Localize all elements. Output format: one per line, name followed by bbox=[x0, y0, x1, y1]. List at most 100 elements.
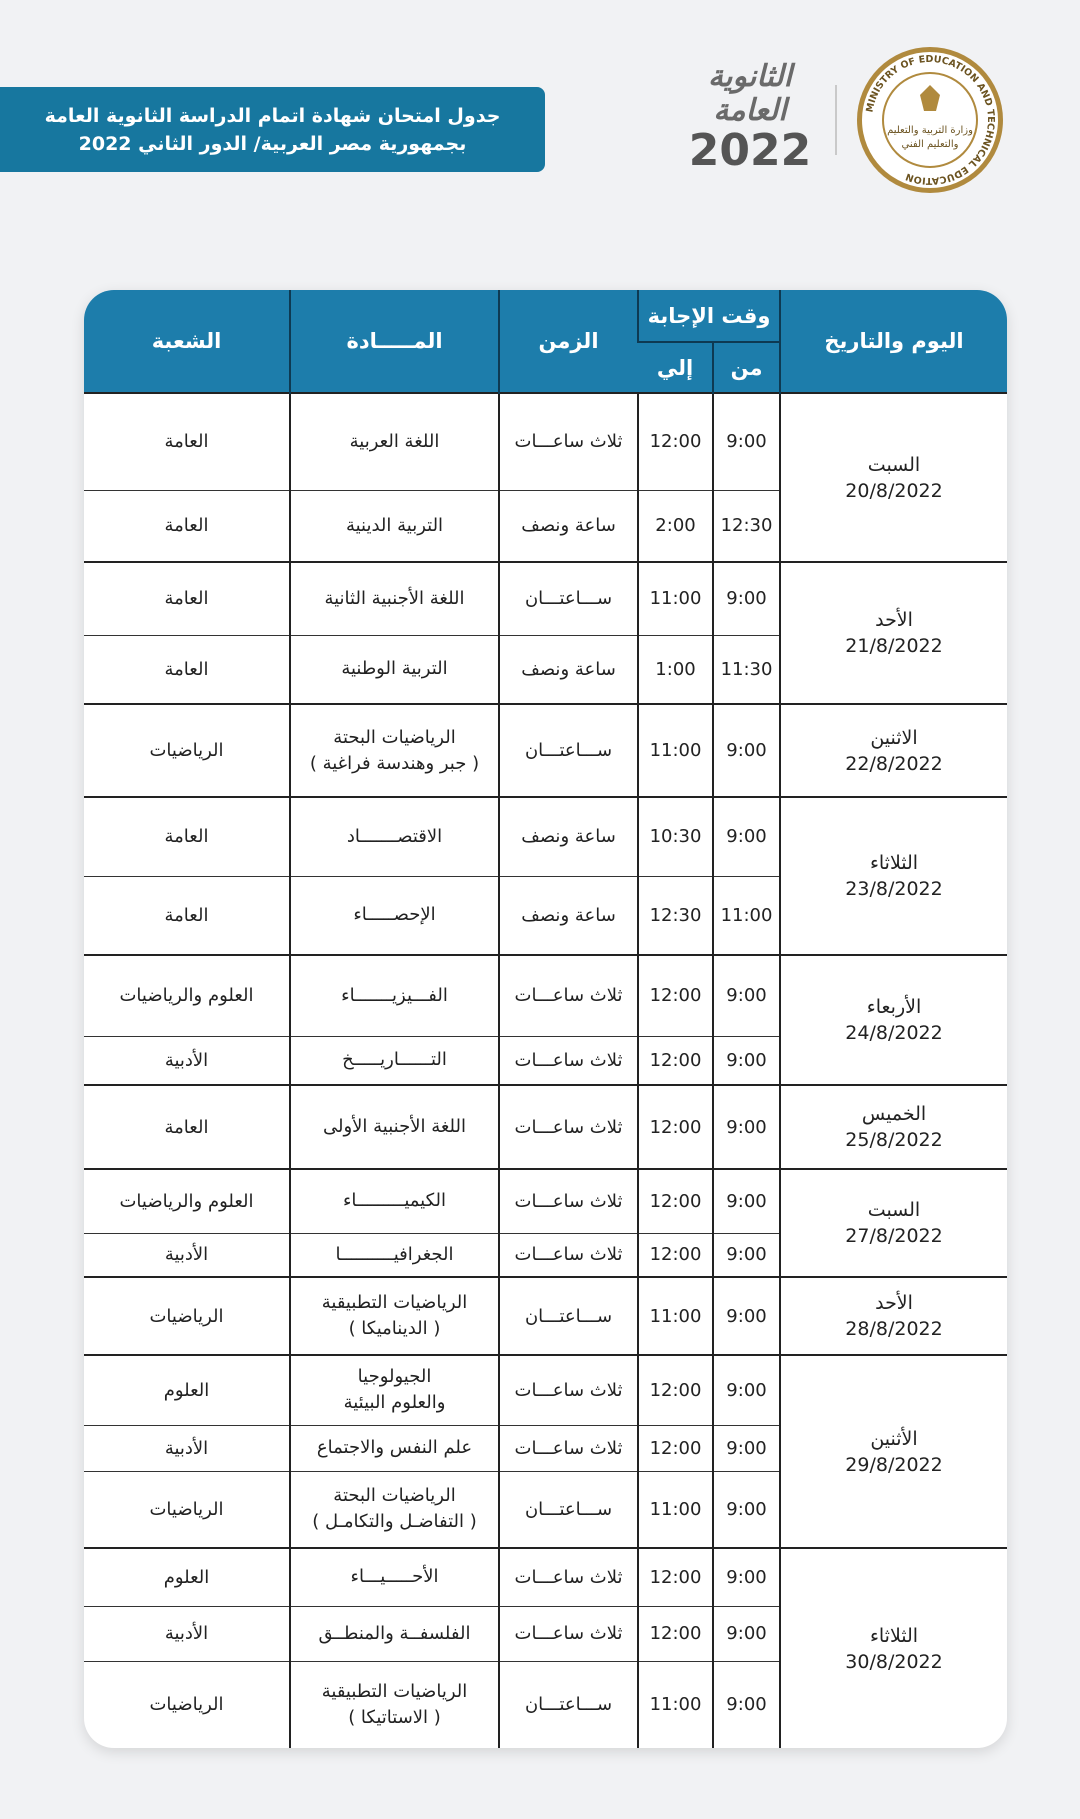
duration: ساعة ونصف bbox=[498, 875, 638, 955]
subject-cell: التربية الدينية bbox=[289, 489, 499, 562]
subject-cell: الرياضيات التطبيقية ( الاستاتيكا ) bbox=[289, 1660, 499, 1748]
to-time: 12:00 bbox=[636, 954, 714, 1036]
subject-line: الاقتصـــــــاد bbox=[346, 825, 443, 847]
duration: ثلاث ساعـــات bbox=[498, 1547, 638, 1606]
from-time: 11:00 bbox=[712, 875, 781, 955]
subject-line: التــــــاريـــــخ bbox=[342, 1049, 447, 1071]
duration: ثلاث ساعـــات bbox=[498, 1232, 638, 1277]
subject-line: الرياضيات التطبيقية bbox=[321, 1680, 468, 1702]
day-name: السبت bbox=[867, 1199, 921, 1221]
subject-line: التربية الوطنية bbox=[341, 658, 448, 680]
branch: العامة bbox=[84, 489, 290, 562]
duration: ثلاث ساعـــات bbox=[498, 954, 638, 1036]
day-cell: الأحد 28/8/2022 bbox=[779, 1276, 1007, 1355]
duration: ثلاث ساعـــات bbox=[498, 1424, 638, 1471]
day-name: الأحد bbox=[875, 609, 913, 631]
day-name: الاثنين bbox=[870, 726, 918, 749]
to-time: 11:00 bbox=[636, 703, 714, 797]
subject-line: ( جبر وهندسة فراغية ) bbox=[309, 752, 480, 774]
title-banner: جدول امتحان شهادة اتمام الدراسة الثانوية… bbox=[0, 87, 545, 172]
day-date: 27/8/2022 bbox=[845, 1225, 943, 1247]
day-date: 29/8/2022 bbox=[845, 1453, 943, 1476]
header-subject: المـــــادة bbox=[289, 290, 499, 393]
from-time: 9:00 bbox=[712, 1660, 781, 1748]
from-time: 9:00 bbox=[712, 703, 781, 797]
subject-cell: الإحصـــــاء bbox=[289, 875, 499, 955]
day-date: 25/8/2022 bbox=[845, 1129, 943, 1151]
duration: ثلاث ساعـــات bbox=[498, 392, 638, 490]
header-branch: الشعبة bbox=[84, 290, 290, 393]
from-time: 9:00 bbox=[712, 1232, 781, 1277]
subject-line: اللغة الأجنبية الأولى bbox=[322, 1116, 466, 1137]
schedule-table: اليوم والتاريخ وقت الإجابة الزمن المــــ… bbox=[84, 290, 1007, 1748]
subject-line: ( التفاضـل والتكامـل ) bbox=[312, 1511, 477, 1533]
duration: ثلاث ساعـــات bbox=[498, 1605, 638, 1661]
session-row: الاثنين 22/8/2022 9:00 11:00 ســـاعتـــان الر… bbox=[84, 703, 1007, 797]
duration: ثلاث ساعـــات bbox=[498, 1084, 638, 1169]
branch: الأدبية bbox=[84, 1232, 290, 1277]
from-time: 9:00 bbox=[712, 1354, 781, 1425]
session-row: الثلاثاء 30/8/2022 9:00 12:00 ثلاث ساعـــات ا… bbox=[84, 1547, 1007, 1748]
subject-cell: الرياضيات البحتة ( جبر وهندسة فراغية ) bbox=[289, 703, 499, 797]
branch: الرياضيات bbox=[84, 1276, 290, 1355]
from-time: 9:00 bbox=[712, 1168, 781, 1233]
subject-line: اللغة الأجنبية الثانية bbox=[324, 587, 465, 609]
session-row: 9:00 12:00 ثلاث ساعـــات الفلسفــة والمنطــ… bbox=[84, 1605, 1007, 1661]
to-time: 12:00 bbox=[636, 392, 714, 490]
from-time: 9:00 bbox=[712, 1035, 781, 1085]
day-name: الخميس bbox=[861, 1103, 927, 1125]
day-cell: السبت 20/8/2022 bbox=[779, 392, 1007, 562]
exam-logo: الثانوية العامة 2022 bbox=[680, 60, 820, 174]
header-row: اليوم والتاريخ وقت الإجابة الزمن المــــ… bbox=[84, 290, 1007, 393]
day-cell: الثلاثاء 30/8/2022 bbox=[779, 1547, 1007, 1748]
to-time: 12:00 bbox=[636, 1084, 714, 1169]
from-time: 9:00 bbox=[712, 1605, 781, 1661]
to-time: 12:00 bbox=[636, 1605, 714, 1661]
branch: العلوم bbox=[84, 1547, 290, 1606]
subject-line: الكيميـــــــــاء bbox=[342, 1190, 447, 1212]
duration: ســـاعتـــان bbox=[498, 1276, 638, 1355]
branch: الرياضيات bbox=[84, 1660, 290, 1748]
to-time: 11:00 bbox=[636, 1660, 714, 1748]
day-cell: الخميس 25/8/2022 bbox=[779, 1084, 1007, 1169]
day-date: 22/8/2022 bbox=[845, 752, 943, 775]
branch: العامة bbox=[84, 561, 290, 635]
branch: الأدبية bbox=[84, 1035, 290, 1085]
day-date: 24/8/2022 bbox=[845, 1022, 943, 1044]
session-row: 11:30 1:00 ساعة ونصف التربية الوطنية العامة bbox=[84, 634, 1007, 704]
subject-cell: التــــــاريـــــخ bbox=[289, 1035, 499, 1085]
exam-name: العامة bbox=[713, 93, 787, 128]
from-time: 9:00 bbox=[712, 1276, 781, 1355]
to-time: 2:00 bbox=[636, 489, 714, 562]
header-duration: الزمن bbox=[498, 290, 638, 393]
eagle bbox=[920, 85, 940, 111]
from-time: 9:00 bbox=[712, 954, 781, 1036]
branch: الرياضيات bbox=[84, 1470, 290, 1548]
day-cell: الأحد 21/8/2022 bbox=[779, 561, 1007, 704]
subject-line: التربية الدينية bbox=[345, 514, 444, 536]
branch: العلوم والرياضيات bbox=[84, 1168, 290, 1233]
to-time: 11:00 bbox=[636, 1276, 714, 1355]
session-row: 9:00 12:00 ثلاث ساعـــات التــــــاريـــــخ… bbox=[84, 1035, 1007, 1085]
subject-cell: الرياضيات التطبيقية ( الديناميكا ) bbox=[289, 1276, 499, 1355]
subject-line: ( الديناميكا ) bbox=[348, 1318, 441, 1339]
ministry-seal: MINISTRY OF EDUCATION AND TECHNICAL EDUC… bbox=[857, 47, 1003, 193]
session-row: الأثنين 29/8/2022 9:00 12:00 ثلاث ساعـــات ال… bbox=[84, 1354, 1007, 1548]
to-time: 12:00 bbox=[636, 1547, 714, 1606]
branch: العامة bbox=[84, 796, 290, 876]
duration: ساعة ونصف bbox=[498, 796, 638, 876]
session-row: الثلاثاء 23/8/2022 9:00 10:30 ساعة ونصف الاقت… bbox=[84, 796, 1007, 955]
day-name: السبت bbox=[867, 453, 921, 476]
duration: ســـاعتـــان bbox=[498, 703, 638, 797]
to-time: 1:00 bbox=[636, 634, 714, 704]
day-name: الأحد bbox=[875, 1292, 913, 1314]
subject-line: الأحـــــيـــاء bbox=[350, 1566, 439, 1588]
branch: الرياضيات bbox=[84, 703, 290, 797]
subject-line: علم النفس والاجتماع bbox=[316, 1437, 473, 1458]
subject-line: الرياضيات البحتة bbox=[333, 1485, 456, 1507]
branch: العامة bbox=[84, 634, 290, 704]
header-to: إلي bbox=[638, 341, 714, 393]
subject-cell: علم النفس والاجتماع bbox=[289, 1424, 499, 1471]
